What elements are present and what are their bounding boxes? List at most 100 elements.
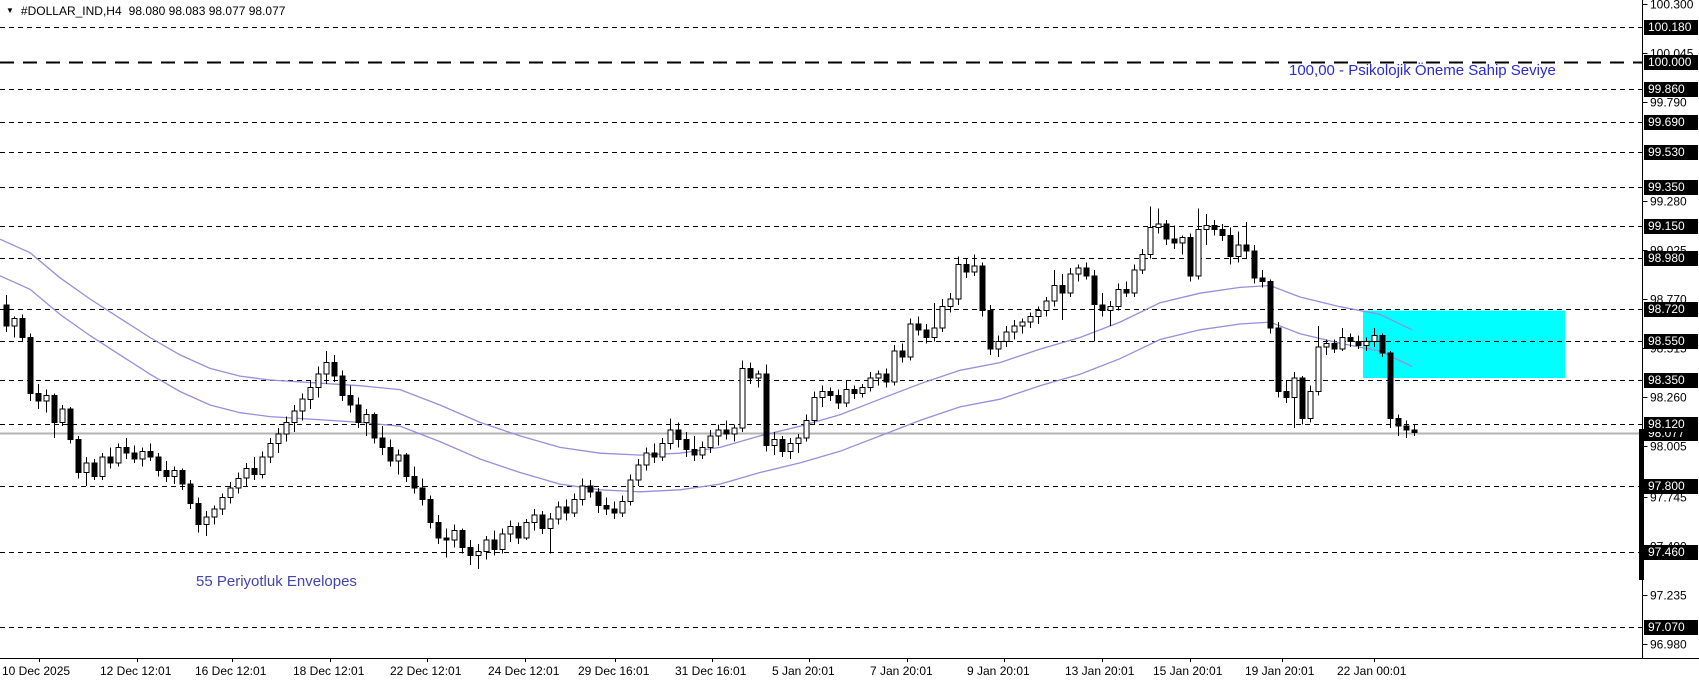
candle-body (1067, 273, 1074, 294)
candle-body (195, 502, 202, 525)
candle-body (1299, 377, 1306, 419)
candle-body (227, 487, 234, 498)
candle-body (683, 439, 690, 450)
candle-body (1291, 377, 1298, 398)
candle-body (1043, 300, 1050, 311)
level-price-label-box (1644, 180, 1698, 195)
candle-body (1171, 238, 1178, 244)
candle-body (1003, 331, 1010, 342)
price-tick-label: 99.790 (1650, 96, 1687, 110)
candle-body (795, 437, 802, 445)
candle-body (827, 391, 834, 396)
candle-body (611, 508, 618, 514)
candle-body (931, 327, 938, 338)
candle-body (1267, 281, 1274, 329)
candle-body (123, 446, 130, 454)
price-tick-label: 96.980 (1650, 638, 1687, 652)
candle-body (875, 373, 882, 379)
candle-body (147, 450, 154, 458)
candle-body (1339, 337, 1346, 350)
candle-body (995, 340, 1002, 350)
price-tick-label: 97.235 (1650, 589, 1687, 603)
level-price-label-box (1644, 20, 1698, 35)
candle-body (1251, 250, 1258, 279)
level-price-label-text: 100.180 (1648, 20, 1692, 34)
candle-body (659, 443, 666, 458)
time-label: 29 Dec 16:01 (578, 664, 650, 678)
candle-body (891, 350, 898, 383)
candle-body (347, 394, 354, 406)
candle-body (1235, 244, 1242, 258)
candle-body (131, 452, 138, 460)
candle-body (1243, 244, 1250, 252)
candle-body (499, 533, 506, 551)
time-label: 10 Dec 2025 (2, 664, 70, 678)
candle-body (1347, 337, 1354, 342)
candle-body (1091, 275, 1098, 306)
candle-body (299, 398, 306, 412)
price-tick-label: 98.260 (1650, 391, 1687, 405)
candle-body (483, 539, 490, 553)
level-price-label-text: 99.690 (1648, 115, 1685, 129)
candle-body (323, 362, 330, 375)
candle-body (1355, 340, 1362, 346)
candle-body (1179, 236, 1186, 244)
candle-body (1387, 352, 1394, 420)
candle-body (843, 389, 850, 404)
candle-body (571, 499, 578, 514)
candle-body (243, 468, 250, 479)
candle-body (955, 263, 962, 300)
candle-body (1123, 288, 1130, 294)
candle-body (715, 429, 722, 437)
candle-body (467, 547, 474, 556)
candle-body (971, 265, 978, 273)
candle-body (635, 464, 642, 481)
candle-body (939, 306, 946, 329)
candle-body (883, 373, 890, 383)
candle-body (923, 329, 930, 338)
time-label: 24 Dec 12:01 (488, 664, 560, 678)
candle-body (1099, 304, 1106, 312)
candle-body (1211, 225, 1218, 231)
candle-body (595, 491, 602, 506)
candle-body (731, 427, 738, 435)
candle-body (1315, 346, 1322, 393)
candle-body (1115, 288, 1122, 308)
candle-body (1011, 325, 1018, 333)
candle-body (819, 391, 826, 398)
candle-body (387, 446, 394, 462)
candle-body (267, 443, 274, 458)
candle-body (83, 462, 90, 473)
candle-body (1155, 223, 1162, 229)
time-label: 22 Dec 12:01 (390, 664, 462, 678)
candle-body (867, 377, 874, 389)
candle-body (1195, 229, 1202, 277)
candle-body (523, 522, 530, 539)
candle-body (179, 470, 186, 485)
level-price-label-box (1644, 251, 1698, 266)
candle-body (275, 433, 282, 444)
chart-marker-triangle-icon: ▼ (6, 6, 14, 15)
chart-title: ▼ #DOLLAR_IND,H4 98.080 98.083 98.077 98… (6, 4, 285, 18)
candle-body (219, 497, 226, 510)
candle-body (51, 394, 58, 423)
candle-body (1187, 236, 1194, 277)
candle-body (947, 298, 954, 308)
candle-body (555, 506, 562, 520)
level-price-label-box (1644, 82, 1698, 97)
envelopes-annotation[interactable]: 55 Periyotluk Envelopes (196, 573, 357, 590)
candle-body (1331, 342, 1338, 350)
psych-level-annotation[interactable]: 100,00 - Psikolojik Öneme Sahip Seviye (1289, 62, 1556, 79)
candle-body (803, 419, 810, 439)
candle-body (515, 526, 522, 539)
candle-body (987, 310, 994, 350)
candle-body (811, 396, 818, 421)
candle-body (915, 323, 922, 331)
candle-body (491, 539, 498, 551)
candle-body (283, 421, 290, 435)
candle-body (339, 375, 346, 396)
level-price-label-box (1644, 479, 1698, 494)
candle-body (355, 404, 362, 423)
